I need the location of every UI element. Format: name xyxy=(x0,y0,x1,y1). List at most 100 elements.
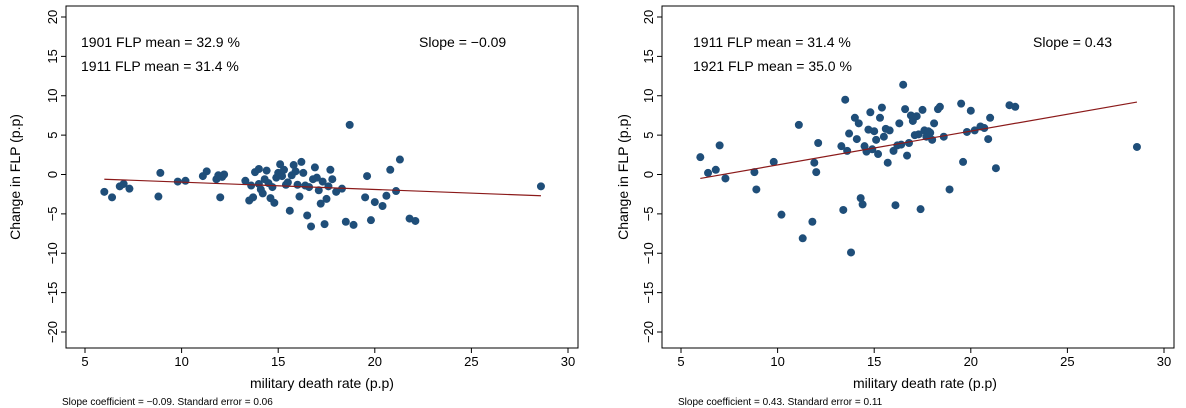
data-point xyxy=(715,141,724,150)
data-point xyxy=(262,166,271,175)
data-point xyxy=(866,108,875,117)
x-axis-title-right: military death rate (p.p) xyxy=(853,375,997,391)
data-point xyxy=(839,205,848,214)
y-tick-label: −10 xyxy=(45,242,60,264)
x-tick-label: 10 xyxy=(770,354,784,369)
data-point xyxy=(349,220,358,229)
data-point xyxy=(216,193,225,202)
x-tick-label: 5 xyxy=(81,354,88,369)
y-axis-title-left: Change in FLP (p.p) xyxy=(7,114,23,240)
data-point xyxy=(386,165,395,174)
footnote-left: Slope coefficient = −0.09. Standard erro… xyxy=(62,397,273,408)
data-point xyxy=(914,130,923,139)
chart-panel-right: −20 −15 −10 −5 0 5 10 15 20 5 10 15 20 25 30 Change in… xyxy=(615,5,1175,408)
data-point xyxy=(930,119,939,128)
y-tick-label: −15 xyxy=(641,282,656,304)
data-point xyxy=(696,153,705,162)
y-tick-label: 5 xyxy=(641,132,656,139)
data-point xyxy=(812,168,821,177)
y-tick-label: −5 xyxy=(641,206,656,221)
fit-line xyxy=(104,178,541,197)
data-point xyxy=(283,178,292,187)
data-point xyxy=(901,105,910,114)
y-tick-label: 20 xyxy=(641,10,656,24)
data-point xyxy=(986,113,995,122)
data-point xyxy=(361,193,370,202)
data-point xyxy=(879,132,888,141)
data-point xyxy=(980,124,989,133)
annotation-slope-left: Slope = −0.09 xyxy=(419,34,506,50)
data-point xyxy=(874,150,883,159)
data-point xyxy=(935,102,944,111)
data-point xyxy=(777,210,786,219)
data-point xyxy=(926,128,935,137)
y-tick-label: −5 xyxy=(45,206,60,221)
data-point xyxy=(220,170,229,179)
y-tick-label: 10 xyxy=(641,89,656,103)
data-point xyxy=(939,132,948,141)
data-point xyxy=(858,200,867,209)
plot-frame-right xyxy=(661,5,1175,349)
y-tick-label: 0 xyxy=(45,171,60,178)
data-point xyxy=(798,234,807,243)
data-point xyxy=(320,220,329,229)
data-point xyxy=(324,182,333,191)
data-point xyxy=(202,167,211,176)
data-point xyxy=(295,192,304,201)
data-point xyxy=(293,180,302,189)
x-tick-label: 5 xyxy=(677,354,684,369)
data-point xyxy=(868,145,877,154)
data-point xyxy=(991,164,1000,173)
data-point xyxy=(247,181,256,190)
data-point xyxy=(750,168,759,177)
y-tick-label: 20 xyxy=(45,10,60,24)
data-point xyxy=(370,198,379,207)
y-tick-label: 15 xyxy=(45,49,60,63)
y-tick-label: 15 xyxy=(641,49,656,63)
data-point xyxy=(875,113,884,122)
data-point xyxy=(411,216,420,225)
data-point xyxy=(794,120,803,129)
x-tick-label: 20 xyxy=(368,354,382,369)
chart-panel-left: −20 −15 −10 −5 0 5 10 15 20 5 10 15 20 25 30 Change in… xyxy=(7,5,579,408)
data-point xyxy=(270,198,279,207)
data-point xyxy=(918,105,927,114)
data-point xyxy=(299,168,308,177)
data-point xyxy=(899,80,908,89)
data-point xyxy=(291,167,300,176)
data-point xyxy=(366,216,375,225)
data-point xyxy=(254,164,263,173)
data-point xyxy=(711,165,720,174)
data-point xyxy=(841,95,850,104)
data-point xyxy=(303,211,312,220)
data-point xyxy=(877,103,886,112)
y-tick-label: 0 xyxy=(641,171,656,178)
y-axis-title-right: Change in FLP (p.p) xyxy=(615,114,631,240)
data-point xyxy=(1011,102,1020,111)
data-point xyxy=(814,139,823,147)
data-point xyxy=(856,194,865,203)
data-point xyxy=(870,127,879,136)
data-point xyxy=(241,176,250,185)
data-point xyxy=(279,165,288,174)
data-point xyxy=(872,135,881,144)
x-tick-label: 15 xyxy=(867,354,881,369)
data-point xyxy=(395,155,404,164)
data-point xyxy=(883,158,892,167)
y-tick-label: 5 xyxy=(45,132,60,139)
data-point xyxy=(310,163,319,172)
data-point xyxy=(312,173,321,182)
data-point xyxy=(536,182,545,191)
data-point xyxy=(984,135,993,144)
data-point xyxy=(382,191,391,200)
data-point xyxy=(378,202,387,210)
annotation-mean-second-left: 1911 FLP mean = 31.4 % xyxy=(81,58,239,74)
data-point xyxy=(156,168,165,177)
data-point xyxy=(307,222,316,231)
data-point xyxy=(119,179,128,188)
data-point xyxy=(322,194,331,203)
data-point xyxy=(326,165,335,174)
data-point xyxy=(903,151,912,160)
annotation-mean-first-left: 1901 FLP mean = 32.9 % xyxy=(81,34,240,50)
y-tick-label: −15 xyxy=(45,282,60,304)
